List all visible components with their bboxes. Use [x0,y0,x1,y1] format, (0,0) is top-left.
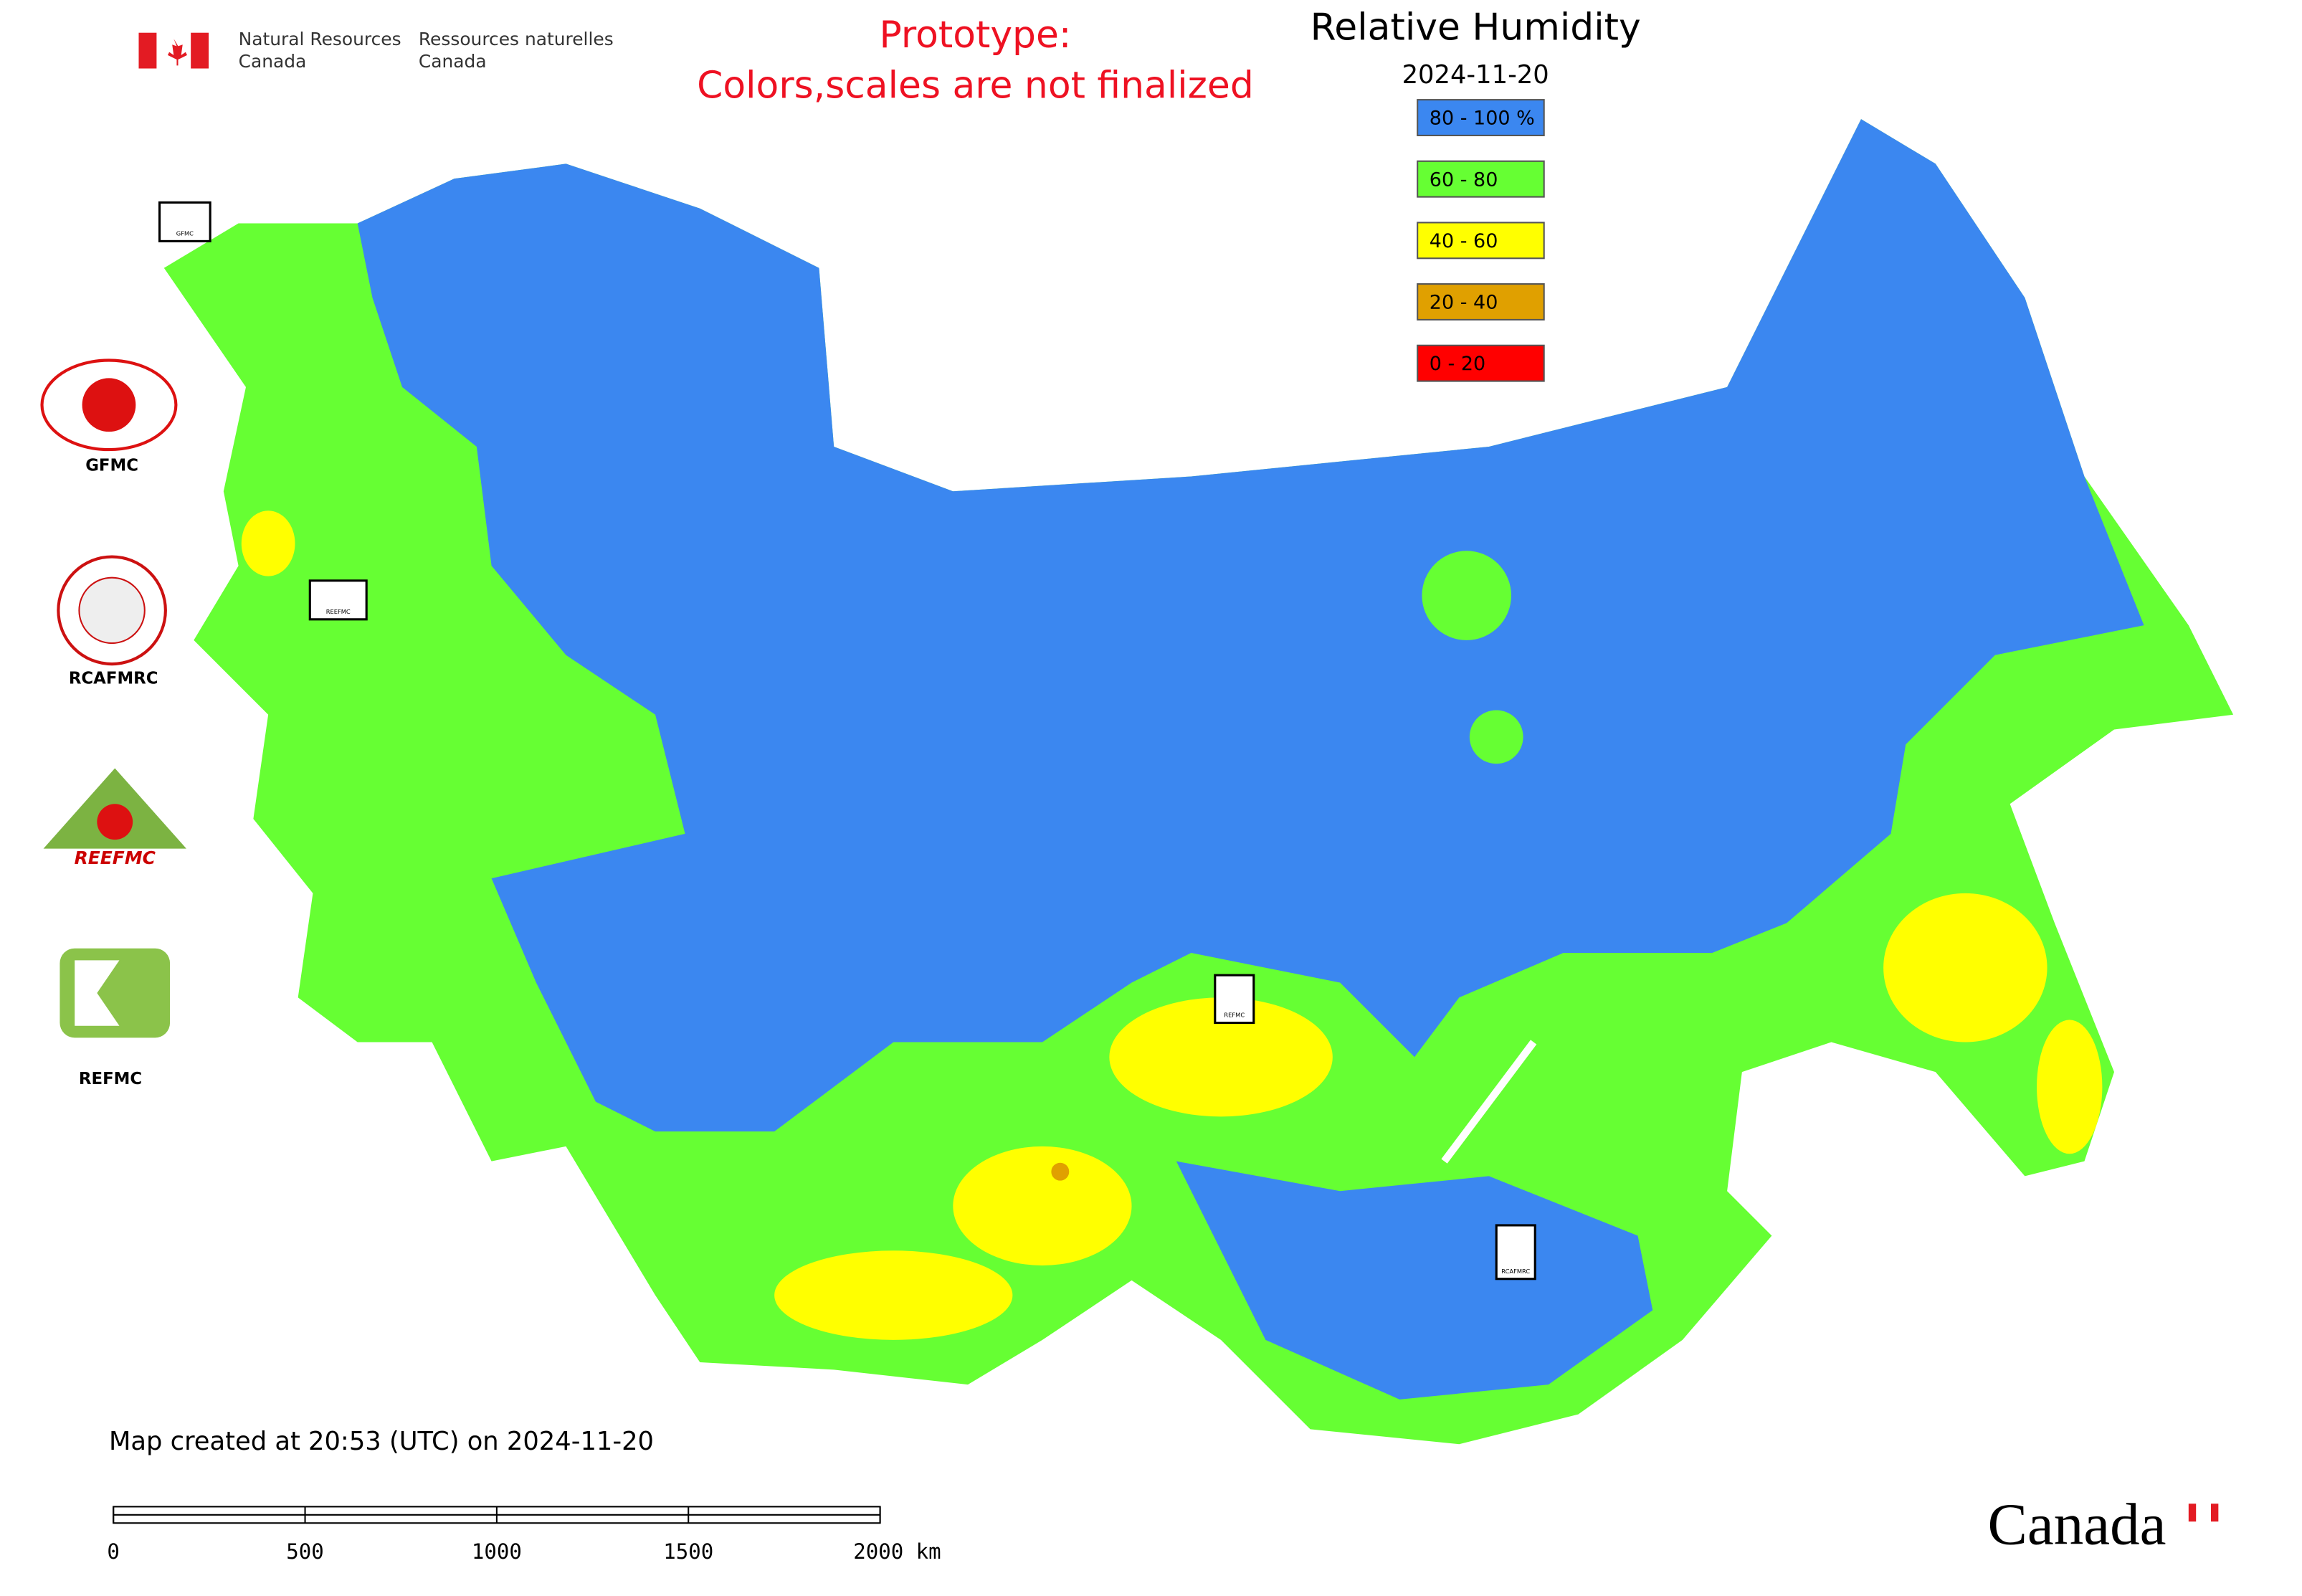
agency-name: Natural Resources [239,29,401,49]
map-marker-label: RCAFMRC [1501,1268,1530,1275]
scale-label: 0 [107,1539,120,1564]
legend-swatch [1417,283,1545,320]
map-marker [158,201,211,242]
agency-name: Canada [239,51,307,72]
scale-bar: 0 500 1000 1500 2000 km [107,1506,941,1564]
logo: REEFMC [43,768,186,868]
legend-swatch [1417,160,1545,198]
footer-note: Map created at 20:53 (UTC) on 2024-11-20 [109,1427,654,1456]
wordmark: Canada [1987,1491,2166,1557]
legend-label: 40 - 60 [1430,230,1498,252]
notice: Prototype: [880,14,1072,57]
map-marker [1214,974,1255,1025]
legend: 80 - 100 % 60 - 80 40 - 60 20 - 40 0 - 20 [1417,99,1545,382]
logo: GFMC [40,358,178,475]
map [163,119,2234,1445]
scale-label: 1000 [472,1539,522,1564]
logo-label: REFMC [79,1070,142,1088]
scale-label: 2000 km [853,1539,941,1564]
map-marker-label: REEFMC [326,608,351,615]
agency-name-fr: Canada [419,51,487,72]
logo-label: GFMC [85,456,138,475]
date: 2024-11-20 [1402,60,1549,90]
legend-label: 80 - 100 % [1430,108,1535,130]
legend-label: 20 - 40 [1430,292,1498,314]
legend-swatch [1417,344,1545,382]
notice: Colors,scales are not finalized [697,65,1254,108]
logo-label: RCAFMRC [69,669,158,688]
legend-swatch [1417,99,1545,136]
agency-name-fr: Ressources naturelles [419,29,614,49]
map-marker-label: REFMC [1224,1012,1245,1019]
scale-label: 1500 [663,1539,713,1564]
logo: RCAFMRC [57,555,167,688]
map-marker-label: GFMC [176,230,194,237]
legend-label: 60 - 80 [1430,168,1498,191]
legend-swatch [1417,222,1545,260]
map-marker [308,579,368,621]
title: Relative Humidity [1311,6,1641,49]
map-marker [1495,1224,1536,1281]
scale-label: 500 [286,1539,324,1564]
logo: REFMC [60,948,171,1088]
logo-label: REEFMC [75,847,156,868]
legend-label: 0 - 20 [1430,353,1485,375]
